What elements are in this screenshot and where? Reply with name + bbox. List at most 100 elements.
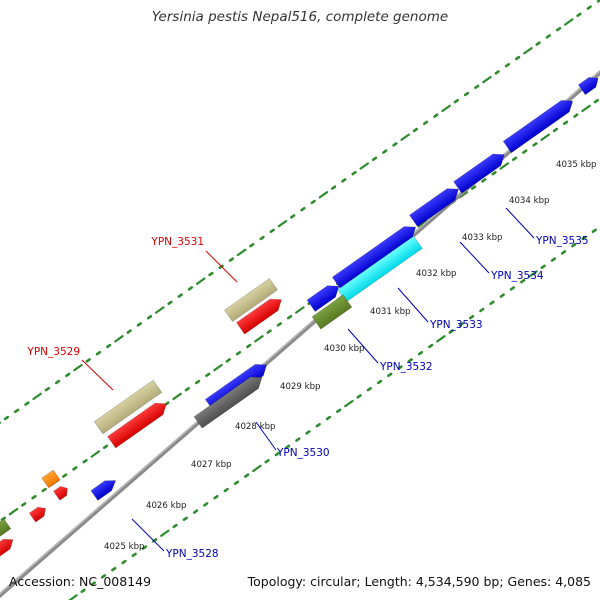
tick-mark — [366, 386, 372, 392]
tick-mark — [397, 365, 403, 370]
tick-mark — [532, 142, 538, 147]
tick-mark — [489, 300, 495, 306]
gene-leader-line — [459, 241, 490, 274]
tick-mark — [286, 314, 293, 320]
gene-label: YPN_3529 — [26, 346, 80, 358]
tick-mark — [276, 322, 282, 327]
tick-mark — [463, 91, 470, 97]
scale-label: 4028 kbp — [235, 422, 276, 432]
backbone-highlight — [0, 70, 600, 595]
scale-label: 4027 kbp — [191, 460, 232, 470]
tick-mark — [295, 306, 305, 314]
tick-mark — [182, 516, 188, 522]
gene-arrow-blue — [306, 285, 340, 312]
tick-mark — [274, 451, 280, 457]
tick-mark — [504, 62, 511, 68]
tick-mark — [581, 235, 587, 241]
scale-label: 4029 kbp — [280, 382, 321, 392]
tick-mark — [284, 444, 291, 450]
tick-mark — [494, 70, 500, 75]
tick-mark — [146, 314, 153, 320]
tick-mark — [213, 494, 219, 500]
tick-mark — [571, 242, 577, 248]
backbone-line — [0, 69, 600, 599]
tick-mark — [269, 228, 275, 234]
tick-mark — [318, 191, 329, 199]
scale-label: 4032 kbp — [416, 269, 457, 279]
tick-mark — [511, 156, 518, 162]
tick-mark — [550, 257, 556, 262]
tick-mark — [499, 293, 505, 298]
tick-mark — [290, 214, 296, 219]
gene-label: YPN_3528 — [165, 548, 219, 560]
tick-mark — [591, 228, 597, 234]
tick-mark — [85, 358, 91, 363]
tick-mark — [540, 264, 546, 270]
tick-mark — [515, 55, 521, 61]
gene-arrow-red — [53, 486, 68, 501]
tick-mark — [491, 170, 497, 176]
tick-mark — [73, 363, 83, 372]
tick-mark — [382, 149, 388, 154]
gene-arrow-blue — [331, 226, 417, 290]
tick-mark — [8, 507, 19, 516]
tick-mark — [24, 401, 30, 406]
tick-mark — [14, 408, 20, 414]
tick-mark — [540, 133, 550, 141]
gene-arrow-red — [107, 402, 167, 449]
tick-mark — [195, 277, 206, 285]
gene-leader-line — [81, 359, 114, 391]
tick-line-inner — [68, 228, 597, 600]
scale-label: 4035 kbp — [556, 160, 597, 170]
accession-label: Accession: NC_008149 — [9, 574, 152, 589]
labels: 4025 kbp 4026 kbp 4027 kbp 4028 kbp 4029 kbp… — [26, 160, 596, 560]
tick-mark — [252, 464, 262, 473]
tick-mark — [458, 322, 464, 327]
tick-mark — [563, 18, 574, 26]
tick-mark — [95, 350, 102, 356]
tick-mark — [266, 329, 272, 334]
tick-mark — [90, 450, 101, 458]
tick-mark — [111, 566, 117, 572]
tick-mark — [121, 559, 127, 565]
tick-mark — [254, 335, 264, 343]
genome-summary: Topology: circular; Length: 4,534,590 bp… — [247, 574, 591, 589]
tick-mark — [330, 185, 337, 190]
gene-leader-line — [131, 518, 165, 552]
tick-mark — [453, 98, 459, 104]
tick-mark — [167, 300, 173, 306]
tick-mark — [90, 581, 96, 586]
tick-mark — [523, 47, 533, 55]
tick-mark — [244, 473, 250, 478]
tick-mark — [336, 408, 342, 414]
scale-label: 4033 kbp — [462, 233, 503, 243]
gene-arrow-red — [236, 298, 282, 335]
tick-mark — [356, 394, 362, 399]
tick-mark — [62, 473, 68, 478]
gene-arrow-blue — [453, 153, 505, 194]
tick-mark — [417, 219, 428, 228]
map-title: Yersinia pestis Nepal516, complete genom… — [151, 9, 449, 25]
tick-mark — [72, 466, 78, 471]
tick-mark — [520, 278, 526, 284]
gene-features — [0, 77, 599, 558]
tick-mark — [573, 113, 579, 118]
tick-mark — [392, 142, 398, 147]
scale-label: 4034 kbp — [509, 196, 550, 206]
gene-arrow-olive — [311, 294, 353, 330]
tick-mark — [184, 386, 190, 392]
tick-mark — [417, 350, 424, 356]
tick-mark — [400, 133, 410, 141]
tick-mark — [436, 335, 446, 343]
gene-arrow-tan — [224, 278, 278, 322]
tick-mark — [300, 206, 306, 212]
tick-mark — [305, 430, 311, 435]
tick-mark — [563, 120, 569, 126]
tick-mark — [344, 399, 354, 408]
tick-mark — [160, 529, 170, 537]
tick-mark — [203, 502, 209, 507]
tick-line-outer — [0, 0, 600, 424]
tick-mark — [31, 494, 37, 500]
